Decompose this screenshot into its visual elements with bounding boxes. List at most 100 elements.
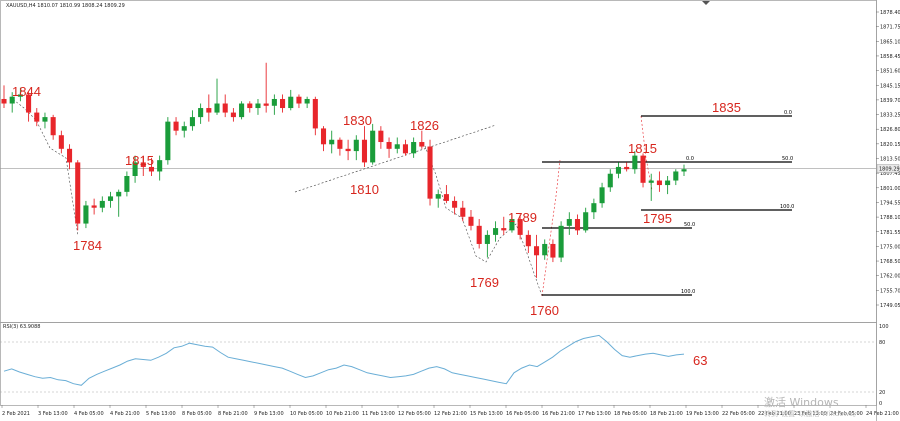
candle-body <box>501 228 507 231</box>
candle-body <box>615 166 621 174</box>
candle-body <box>533 246 540 256</box>
candle-body <box>42 117 48 122</box>
time-tick-label: 12 Feb 21:00 <box>434 411 467 417</box>
activation-watermark-title: 激活 Windows <box>764 395 839 409</box>
candle-body <box>566 219 572 226</box>
time-tick-label: 15 Feb 13:00 <box>470 411 503 417</box>
candle-body <box>550 243 556 258</box>
time-tick-label: 8 Feb 05:00 <box>182 411 212 417</box>
price-tick-label: 1865.10 <box>880 39 900 45</box>
rsi-line <box>3 334 685 386</box>
candle-body <box>280 98 286 109</box>
level-label-1810: 1810 <box>350 182 379 197</box>
fib-anchor-line-2 <box>640 115 653 191</box>
candle-body <box>132 162 138 176</box>
candle-body <box>681 169 687 172</box>
time-tick-label: 16 Feb 21:00 <box>542 411 575 417</box>
price-tick-label: 1749.05 <box>880 303 900 309</box>
fibonacci-levels[interactable]: 0.0 50.0 100.0 50.0 100.0 0.0 <box>542 110 794 296</box>
candle-body <box>476 225 482 244</box>
level-label-1784: 1784 <box>73 238 102 253</box>
time-tick-label: 22 Feb 21:00 <box>758 411 791 417</box>
fib-label-50-top: 50.0 <box>782 156 793 162</box>
time-tick-label: 11 Feb 13:00 <box>362 411 395 417</box>
candle-body <box>402 144 408 154</box>
fib-label-100-lower: 100.0 <box>681 289 695 295</box>
candle-body <box>99 200 105 208</box>
level-label-1769: 1769 <box>470 275 499 290</box>
candle-body <box>591 203 597 213</box>
candle-body <box>214 103 220 113</box>
candle-body <box>116 191 122 197</box>
candle-body <box>230 112 236 118</box>
price-tick-label: 1839.70 <box>880 98 900 104</box>
candle-body <box>452 200 458 208</box>
price-tick-label: 1820.15 <box>880 142 900 148</box>
candle-body <box>361 139 368 163</box>
candle-body <box>599 187 605 204</box>
candle-body <box>288 96 294 109</box>
current-price-line: 1809.29 <box>0 164 900 173</box>
time-tick-label: 17 Feb 13:00 <box>578 411 611 417</box>
shift-marker-icon[interactable] <box>702 1 710 5</box>
candle-body <box>91 205 97 208</box>
candle-body <box>468 216 474 226</box>
time-tick-label: 18 Feb 21:00 <box>650 411 683 417</box>
rsi-tick-0: 0 <box>879 401 882 407</box>
time-tick-label: 23 Feb 13:00 <box>794 411 827 417</box>
candle-body <box>312 98 318 129</box>
candle-body <box>493 228 499 235</box>
candle-body <box>148 166 155 172</box>
price-tick-label: 1794.55 <box>880 200 900 206</box>
candle-body <box>329 139 335 145</box>
fib-label-0-top: 0.0 <box>784 110 792 116</box>
candle-body <box>198 108 204 118</box>
current-price-label: 1809.29 <box>879 167 900 173</box>
price-tick-label: 1871.75 <box>880 25 900 31</box>
price-tick-label: 1768.50 <box>880 259 900 265</box>
candle-body <box>394 144 400 149</box>
time-tick-label: 9 Feb 13:00 <box>254 411 284 417</box>
rsi-label: RSI(3) 63.9088 <box>3 324 40 330</box>
price-axis: 1878.40 1871.75 1865.10 1858.45 1851.60 1845.… <box>876 10 900 309</box>
level-label-1835: 1835 <box>712 100 741 115</box>
rsi-series <box>3 334 685 386</box>
candle-body <box>296 96 302 104</box>
time-tick-label: 4 Feb 05:00 <box>74 411 104 417</box>
candle-body <box>263 103 269 106</box>
candle-body <box>656 180 662 186</box>
time-tick-label: 8 Feb 21:00 <box>218 411 248 417</box>
candle-body <box>83 205 89 224</box>
candle-body <box>107 196 114 201</box>
candle-body <box>673 171 679 181</box>
price-tick-label: 1807.45 <box>880 171 900 177</box>
candle-body <box>583 212 589 231</box>
candle-body <box>247 103 253 109</box>
activation-watermark-subtitle: 转到"设置"以激活 Windows。 <box>764 409 860 418</box>
candle-body <box>509 219 515 231</box>
candle-body <box>173 121 179 131</box>
candle-body <box>75 162 81 224</box>
candlestick-series <box>1 62 687 278</box>
price-tick-label: 1755.70 <box>880 288 900 294</box>
time-tick-label: 5 Feb 13:00 <box>146 411 176 417</box>
candle-body <box>419 142 425 147</box>
candle-body <box>157 160 163 172</box>
candle-body <box>67 148 73 163</box>
level-annotations: 1844 1815 1784 1830 1810 1826 1769 1789 … <box>12 84 741 318</box>
candle-body <box>525 234 531 247</box>
price-tick-label: 1833.25 <box>880 113 900 119</box>
candle-body <box>435 194 441 199</box>
price-tick-label: 1878.40 <box>880 10 900 16</box>
price-tick-label: 1813.50 <box>880 157 900 163</box>
zigzag-line-2 <box>424 145 543 297</box>
candle-body <box>9 96 15 104</box>
candle-body <box>542 243 548 256</box>
channel-trendline[interactable] <box>294 124 497 193</box>
candle-body <box>632 155 638 170</box>
candle-body <box>26 94 32 113</box>
time-tick-label: 24 Feb 21:00 <box>866 411 899 417</box>
price-tick-label: 1826.80 <box>880 127 900 133</box>
time-axis: 2 Feb 2021 3 Feb 13:00 4 Feb 05:00 4 Feb 21… <box>1 405 899 417</box>
candle-body <box>427 146 433 199</box>
